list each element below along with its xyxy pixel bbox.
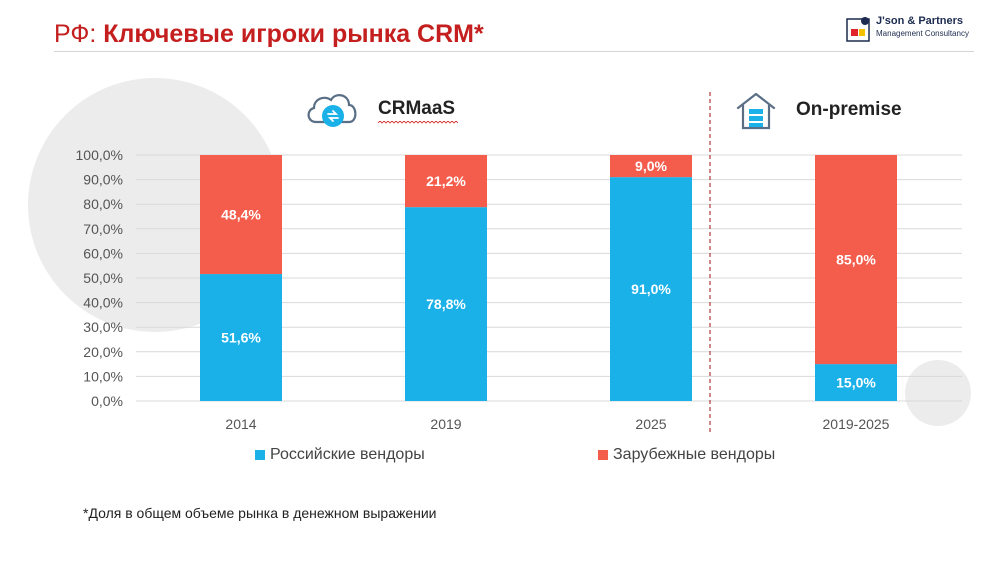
y-tick-label: 100,0% [76, 147, 123, 163]
bar-segment [200, 155, 282, 275]
bar-segment [610, 155, 692, 178]
decorative-circle-small [905, 360, 971, 426]
company-logo: J'son & Partners Management Consultancy [846, 14, 974, 44]
page-title: РФ: Ключевые игроки рынка CRM* [54, 20, 484, 49]
section-label-crmaas: CRMaaS [378, 98, 456, 119]
legend-label-russian: Российские вендоры [270, 446, 425, 463]
bar-segment [815, 364, 897, 401]
y-axis-ticks: 0,0% 10,0% 20,0% 30,0% 40,0% 50,0% 60,0% 70,0% 8… [76, 147, 123, 409]
logo-name: J'son & Partners [876, 15, 963, 27]
y-tick-label: 10,0% [83, 368, 123, 384]
title-divider [54, 51, 974, 52]
y-tick-label: 40,0% [83, 295, 123, 311]
bar-data-label: 15,0% [836, 375, 876, 391]
x-tick-label: 2019 [430, 416, 461, 432]
title-main: Ключевые игроки рынка CRM* [103, 20, 484, 48]
bar-data-label: 85,0% [836, 252, 876, 268]
y-tick-label: 60,0% [83, 245, 123, 261]
section-label-onpremise: On-premise [796, 99, 902, 120]
x-tick-label: 2019-2025 [823, 416, 890, 432]
bar-segment [610, 177, 692, 401]
y-tick-label: 30,0% [83, 319, 123, 335]
bars: 51,6% 48,4% 78,8% 21,2% 91,0% 9,0% 15,0% 85,0% [200, 155, 897, 401]
x-tick-label: 2025 [635, 416, 666, 432]
x-tick-label: 2014 [225, 416, 256, 432]
legend-item-foreign: Зарубежные вендоры [598, 446, 775, 464]
server-house-icon [736, 92, 776, 130]
bar-data-label: 91,0% [631, 281, 671, 297]
cloud-sync-icon [307, 94, 357, 127]
bar-data-label: 48,4% [221, 207, 261, 223]
legend-swatch-russian [255, 450, 265, 460]
bar-data-label: 51,6% [221, 330, 261, 346]
bar-data-label: 21,2% [426, 173, 466, 189]
logo-subtitle: Management Consultancy [876, 29, 969, 38]
title-prefix: РФ: [54, 20, 104, 48]
spellcheck-underline [378, 121, 458, 124]
legend-item-russian: Российские вендоры [255, 446, 425, 464]
bar-segment [405, 155, 487, 208]
bar-segment [815, 155, 897, 365]
bar-data-label: 78,8% [426, 296, 466, 312]
y-tick-label: 80,0% [83, 196, 123, 212]
logo-mark-icon [846, 17, 870, 42]
legend-swatch-foreign [598, 450, 608, 460]
y-tick-label: 50,0% [83, 270, 123, 286]
y-tick-label: 70,0% [83, 221, 123, 237]
y-tick-label: 0,0% [91, 393, 123, 409]
x-axis-ticks: 2014 2019 2025 2019-2025 [225, 416, 889, 432]
legend-label-foreign: Зарубежные вендоры [613, 446, 776, 463]
bar-segment [200, 274, 282, 401]
y-tick-label: 20,0% [83, 344, 123, 360]
bar-data-label: 9,0% [635, 158, 667, 174]
footnote: *Доля в общем объеме рынка в денежном вы… [83, 505, 437, 521]
y-tick-label: 90,0% [83, 172, 123, 188]
bar-segment [405, 207, 487, 401]
